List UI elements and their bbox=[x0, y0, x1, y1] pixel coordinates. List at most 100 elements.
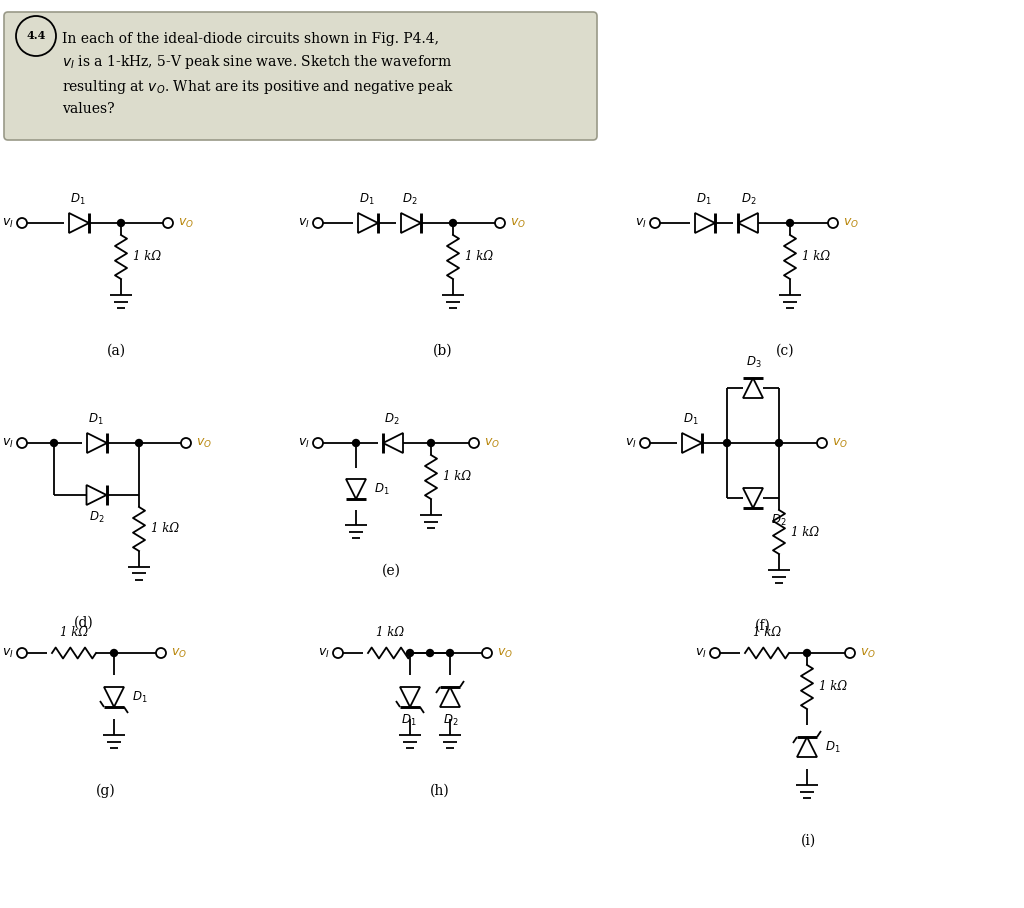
Polygon shape bbox=[86, 485, 106, 505]
Text: $D_1$: $D_1$ bbox=[359, 192, 375, 206]
Circle shape bbox=[446, 649, 454, 656]
Text: $v_I$: $v_I$ bbox=[298, 216, 310, 230]
Text: $D_2$: $D_2$ bbox=[89, 509, 104, 525]
Circle shape bbox=[313, 218, 323, 228]
Text: $D_2$: $D_2$ bbox=[384, 411, 399, 427]
Circle shape bbox=[710, 648, 720, 658]
Text: $v_O$: $v_O$ bbox=[484, 437, 500, 449]
Circle shape bbox=[786, 220, 794, 226]
Text: $D_2$: $D_2$ bbox=[402, 192, 418, 206]
Circle shape bbox=[17, 218, 27, 228]
Text: $D_1$: $D_1$ bbox=[88, 411, 103, 427]
Text: $D_3$: $D_3$ bbox=[746, 354, 762, 370]
Circle shape bbox=[163, 218, 173, 228]
Text: $v_O$: $v_O$ bbox=[510, 216, 526, 230]
Text: $D_1$: $D_1$ bbox=[696, 192, 712, 206]
Text: $D_1$: $D_1$ bbox=[825, 739, 841, 755]
Polygon shape bbox=[383, 433, 403, 453]
Circle shape bbox=[817, 438, 827, 448]
Polygon shape bbox=[400, 687, 420, 707]
Text: $v_O$: $v_O$ bbox=[178, 216, 194, 230]
Circle shape bbox=[111, 649, 118, 656]
Text: $D_1$: $D_1$ bbox=[374, 481, 389, 497]
Text: 1 kΩ: 1 kΩ bbox=[443, 470, 471, 483]
Circle shape bbox=[845, 648, 855, 658]
Circle shape bbox=[407, 649, 414, 656]
Circle shape bbox=[118, 220, 125, 226]
Polygon shape bbox=[738, 213, 758, 233]
Circle shape bbox=[724, 439, 730, 447]
Circle shape bbox=[469, 438, 479, 448]
Circle shape bbox=[352, 439, 359, 447]
Circle shape bbox=[313, 438, 323, 448]
Polygon shape bbox=[695, 213, 715, 233]
Text: $D_1$: $D_1$ bbox=[401, 713, 417, 727]
Circle shape bbox=[427, 439, 434, 447]
Text: $v_O$: $v_O$ bbox=[860, 646, 876, 659]
Text: 4.4: 4.4 bbox=[27, 31, 46, 42]
Circle shape bbox=[17, 438, 27, 448]
Polygon shape bbox=[743, 488, 763, 508]
Text: $v_I$: $v_I$ bbox=[695, 646, 707, 659]
Text: (i): (i) bbox=[802, 834, 816, 848]
Polygon shape bbox=[682, 433, 702, 453]
Text: $v_I$: $v_I$ bbox=[2, 646, 14, 659]
Text: (f): (f) bbox=[755, 619, 771, 633]
Text: (g): (g) bbox=[96, 784, 116, 798]
Polygon shape bbox=[346, 479, 366, 499]
Circle shape bbox=[16, 16, 56, 56]
Circle shape bbox=[181, 438, 191, 448]
Text: $v_O$: $v_O$ bbox=[843, 216, 859, 230]
Circle shape bbox=[156, 648, 166, 658]
Circle shape bbox=[17, 648, 27, 658]
Circle shape bbox=[482, 648, 492, 658]
Text: $D_1$: $D_1$ bbox=[71, 192, 86, 206]
Text: 1 kΩ: 1 kΩ bbox=[151, 522, 179, 536]
Text: $D_2$: $D_2$ bbox=[741, 192, 757, 206]
Circle shape bbox=[804, 649, 811, 656]
Text: $v_O$: $v_O$ bbox=[831, 437, 848, 449]
Polygon shape bbox=[743, 378, 763, 398]
Text: (e): (e) bbox=[382, 564, 400, 578]
Polygon shape bbox=[87, 433, 106, 453]
Text: 1 kΩ: 1 kΩ bbox=[791, 526, 819, 538]
Circle shape bbox=[135, 439, 142, 447]
Text: 1 kΩ: 1 kΩ bbox=[753, 627, 781, 639]
Text: (d): (d) bbox=[74, 616, 94, 630]
Text: $D_1$: $D_1$ bbox=[132, 689, 147, 705]
Text: $D_1$: $D_1$ bbox=[683, 411, 698, 427]
Text: $D_2$: $D_2$ bbox=[443, 713, 459, 727]
Circle shape bbox=[775, 439, 782, 447]
Text: 1 kΩ: 1 kΩ bbox=[465, 251, 494, 263]
Text: 1 kΩ: 1 kΩ bbox=[819, 680, 847, 694]
Text: $v_I$: $v_I$ bbox=[2, 437, 14, 449]
Text: $v_O$: $v_O$ bbox=[196, 437, 212, 449]
Polygon shape bbox=[797, 737, 817, 757]
Polygon shape bbox=[401, 213, 421, 233]
FancyBboxPatch shape bbox=[4, 12, 597, 140]
Text: $D_2$: $D_2$ bbox=[771, 512, 786, 528]
Text: $v_I$: $v_I$ bbox=[2, 216, 14, 230]
Text: 1 kΩ: 1 kΩ bbox=[60, 627, 88, 639]
Text: $v_O$: $v_O$ bbox=[171, 646, 187, 659]
Polygon shape bbox=[104, 687, 124, 707]
Circle shape bbox=[495, 218, 505, 228]
Text: (b): (b) bbox=[433, 344, 453, 358]
Text: (c): (c) bbox=[776, 344, 795, 358]
Text: 1 kΩ: 1 kΩ bbox=[802, 251, 830, 263]
Polygon shape bbox=[440, 687, 460, 707]
Circle shape bbox=[650, 218, 660, 228]
Text: (h): (h) bbox=[430, 784, 450, 798]
Circle shape bbox=[828, 218, 838, 228]
Text: $v_I$: $v_I$ bbox=[635, 216, 647, 230]
Circle shape bbox=[450, 220, 457, 226]
Polygon shape bbox=[358, 213, 378, 233]
Text: 1 kΩ: 1 kΩ bbox=[376, 627, 404, 639]
Text: In each of the ideal-diode circuits shown in Fig. P4.4,
$v_I$ is a 1-kHz, 5-V pe: In each of the ideal-diode circuits show… bbox=[62, 32, 454, 116]
Text: (a): (a) bbox=[106, 344, 126, 358]
Circle shape bbox=[50, 439, 57, 447]
Text: 1 kΩ: 1 kΩ bbox=[133, 251, 161, 263]
Polygon shape bbox=[69, 213, 89, 233]
Circle shape bbox=[333, 648, 343, 658]
Text: $v_I$: $v_I$ bbox=[318, 646, 330, 659]
